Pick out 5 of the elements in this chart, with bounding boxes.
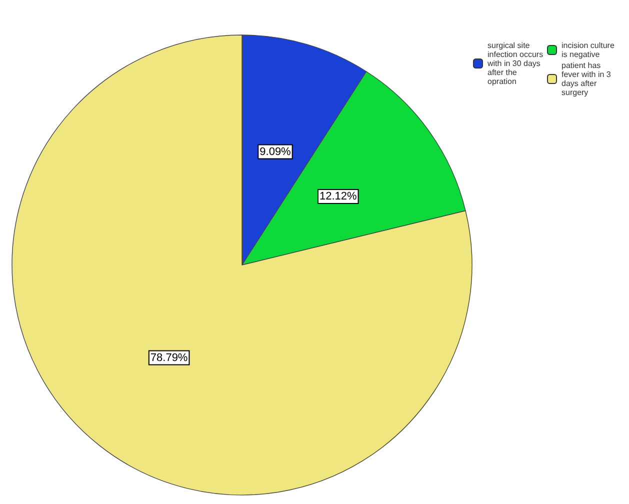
data-label: 9.09%: [260, 146, 292, 158]
data-label: 78.79%: [150, 352, 188, 364]
legend-label: surgical site infection occurs with in 30 days after the opration: [486, 41, 546, 86]
data-label: 12.12%: [319, 190, 357, 203]
legend-label: patient has fever with in 3 days after surgery: [562, 61, 614, 97]
